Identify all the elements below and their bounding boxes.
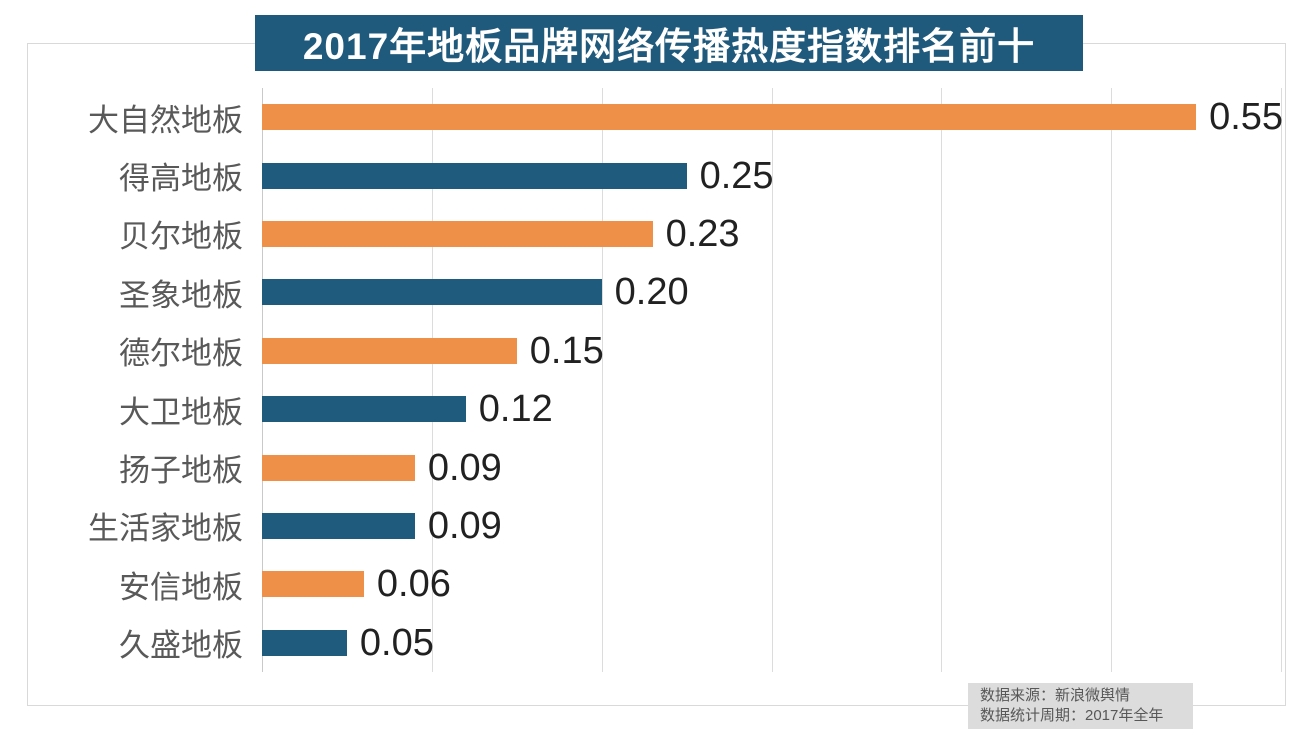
category-label: 生活家地板 bbox=[88, 511, 243, 547]
bar: 0.23 bbox=[262, 215, 740, 253]
value-label: 0.15 bbox=[529, 329, 604, 372]
bar: 0.09 bbox=[262, 507, 502, 545]
chart-title: 2017年地板品牌网络传播热度指数排名前十 bbox=[302, 26, 1036, 67]
bar: 0.12 bbox=[262, 390, 553, 428]
bar: 0.55 bbox=[262, 98, 1283, 136]
value-label: 0.09 bbox=[427, 505, 502, 547]
period-note-line: 数据统计周期：2017年全年 bbox=[980, 707, 1164, 724]
gridline bbox=[941, 88, 943, 672]
category-label: 扬子地板 bbox=[119, 453, 243, 489]
bar: 0.05 bbox=[262, 624, 434, 662]
bar: 0.15 bbox=[262, 332, 604, 370]
category-label: 德尔地板 bbox=[119, 336, 243, 372]
value-label: 0.55 bbox=[1209, 96, 1284, 139]
category-label: 安信地板 bbox=[119, 569, 243, 605]
category-axis: 大自然地板得高地板贝尔地板圣象地板德尔地板大卫地板扬子地板生活家地板安信地板久盛… bbox=[0, 88, 243, 672]
plot-area: 0.55 0.25 0.23 0.20 0.15 0.12 0.09 0.09 0.06 0.05 bbox=[262, 88, 1283, 672]
plot-frame bbox=[27, 43, 1286, 706]
value-label: 0.09 bbox=[427, 446, 502, 489]
bar: 0.25 bbox=[262, 157, 774, 195]
category-label: 大自然地板 bbox=[88, 102, 243, 138]
value-label: 0.05 bbox=[359, 621, 434, 664]
value-label: 0.20 bbox=[614, 271, 689, 314]
value-label: 0.12 bbox=[478, 388, 553, 431]
gridline bbox=[1111, 88, 1113, 672]
category-label: 大卫地板 bbox=[119, 394, 243, 430]
gridline bbox=[601, 88, 603, 672]
category-label: 得高地板 bbox=[119, 161, 243, 197]
gridline bbox=[771, 88, 773, 672]
category-label: 圣象地板 bbox=[119, 277, 243, 313]
gridline bbox=[431, 88, 433, 672]
value-label: 0.06 bbox=[376, 563, 451, 606]
value-label: 0.25 bbox=[699, 154, 774, 197]
category-label: 贝尔地板 bbox=[119, 219, 243, 255]
gridline bbox=[1281, 88, 1282, 672]
value-label: 0.23 bbox=[665, 213, 740, 255]
category-label: 久盛地板 bbox=[119, 628, 243, 664]
y-axis-line bbox=[262, 88, 263, 672]
bar: 0.20 bbox=[262, 273, 689, 311]
bar: 0.09 bbox=[262, 449, 502, 487]
chart-title-banner: 2017年地板品牌网络传播热度指数排名前十 bbox=[255, 15, 1083, 71]
source-note-box: 数据来源：新浪微舆情 数据统计周期：2017年全年 bbox=[968, 683, 1193, 729]
bar: 0.06 bbox=[262, 565, 451, 603]
source-note-line: 数据来源：新浪微舆情 bbox=[980, 687, 1131, 704]
